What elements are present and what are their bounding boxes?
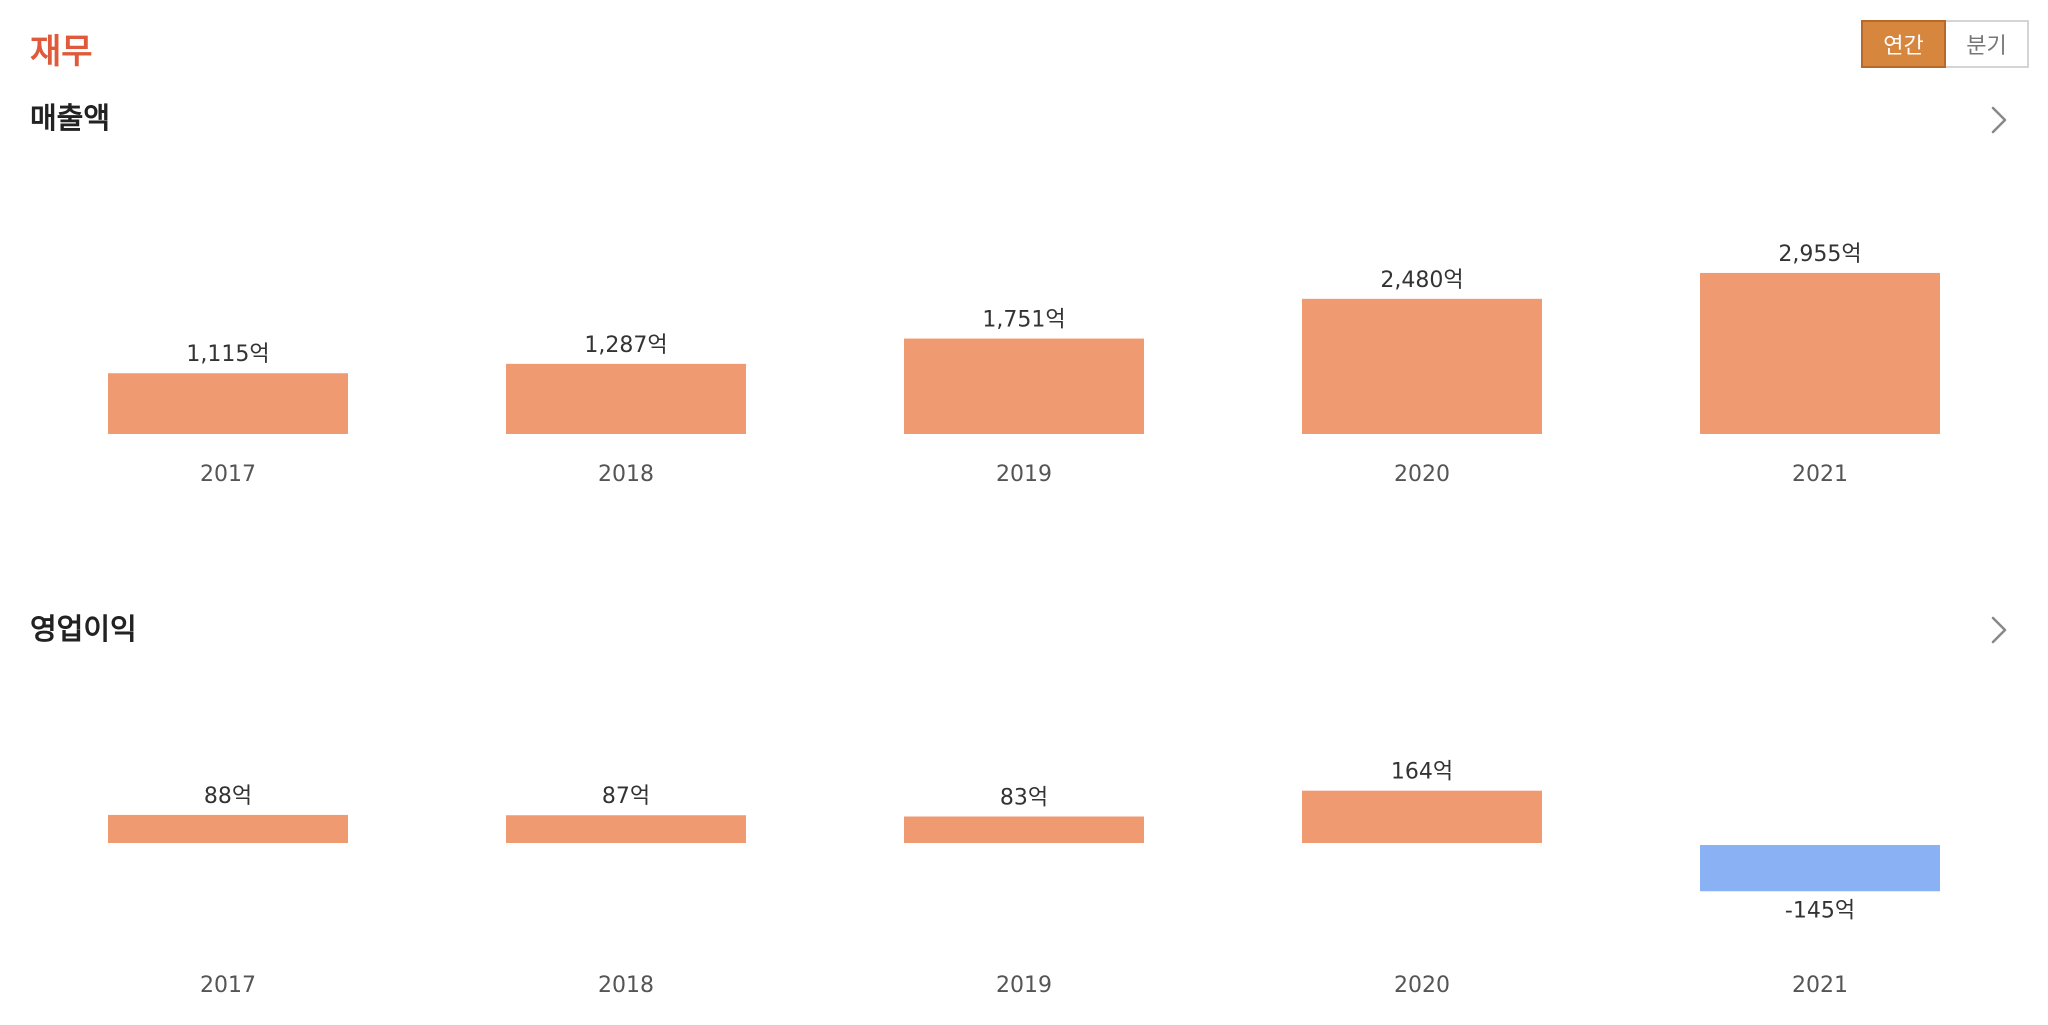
bar-2020 xyxy=(1302,790,1542,843)
bar-2019 xyxy=(904,338,1144,434)
bar-value-label: 2,955억 xyxy=(1778,242,1861,267)
operating-profit-section-title: 영업이익 xyxy=(30,612,137,646)
x-tick-label: 2020 xyxy=(1394,973,1450,998)
annual-toggle-button[interactable]: 연간 xyxy=(1861,20,1946,68)
bar-2017 xyxy=(108,814,348,843)
bar-value-label: -145억 xyxy=(1785,898,1855,923)
chevron-right-icon[interactable] xyxy=(1984,100,2014,140)
page-title: 재무 xyxy=(30,32,93,72)
bar-2018 xyxy=(506,815,746,843)
revenue-bar-chart: 1,115억 2017 1,287억 2018 1,751억 2019 2,480억 2020… xyxy=(108,242,1940,487)
bar-2019 xyxy=(904,816,1144,843)
quarterly-toggle-button[interactable]: 분기 xyxy=(1946,20,2029,68)
x-tick-label: 2021 xyxy=(1792,973,1848,998)
x-tick-label: 2019 xyxy=(996,462,1052,487)
x-tick-label: 2018 xyxy=(598,462,654,487)
x-tick-label: 2018 xyxy=(598,973,654,998)
bar-2017 xyxy=(108,373,348,434)
bar-value-label: 2,480억 xyxy=(1380,268,1463,293)
bar-2020 xyxy=(1302,298,1542,434)
x-tick-label: 2019 xyxy=(996,973,1052,998)
bar-value-label: 1,287억 xyxy=(584,333,667,358)
bar-value-label: 88억 xyxy=(204,784,252,809)
x-tick-label: 2017 xyxy=(200,462,256,487)
chevron-right-icon[interactable] xyxy=(1984,610,2014,650)
bar-value-label: 164억 xyxy=(1391,760,1453,785)
bar-2018 xyxy=(506,363,746,434)
bar-value-label: 87억 xyxy=(602,784,650,809)
bar-value-label: 83억 xyxy=(1000,786,1048,811)
period-toggle: 연간 분기 xyxy=(1861,20,2029,68)
bar-value-label: 1,115억 xyxy=(186,342,269,367)
bar-value-label: 1,751억 xyxy=(982,308,1065,333)
bar-2021 xyxy=(1700,272,1940,434)
bar-2021 xyxy=(1700,845,1940,892)
x-tick-label: 2017 xyxy=(200,973,256,998)
revenue-section-title: 매출액 xyxy=(30,101,111,135)
x-tick-label: 2021 xyxy=(1792,462,1848,487)
x-tick-label: 2020 xyxy=(1394,462,1450,487)
